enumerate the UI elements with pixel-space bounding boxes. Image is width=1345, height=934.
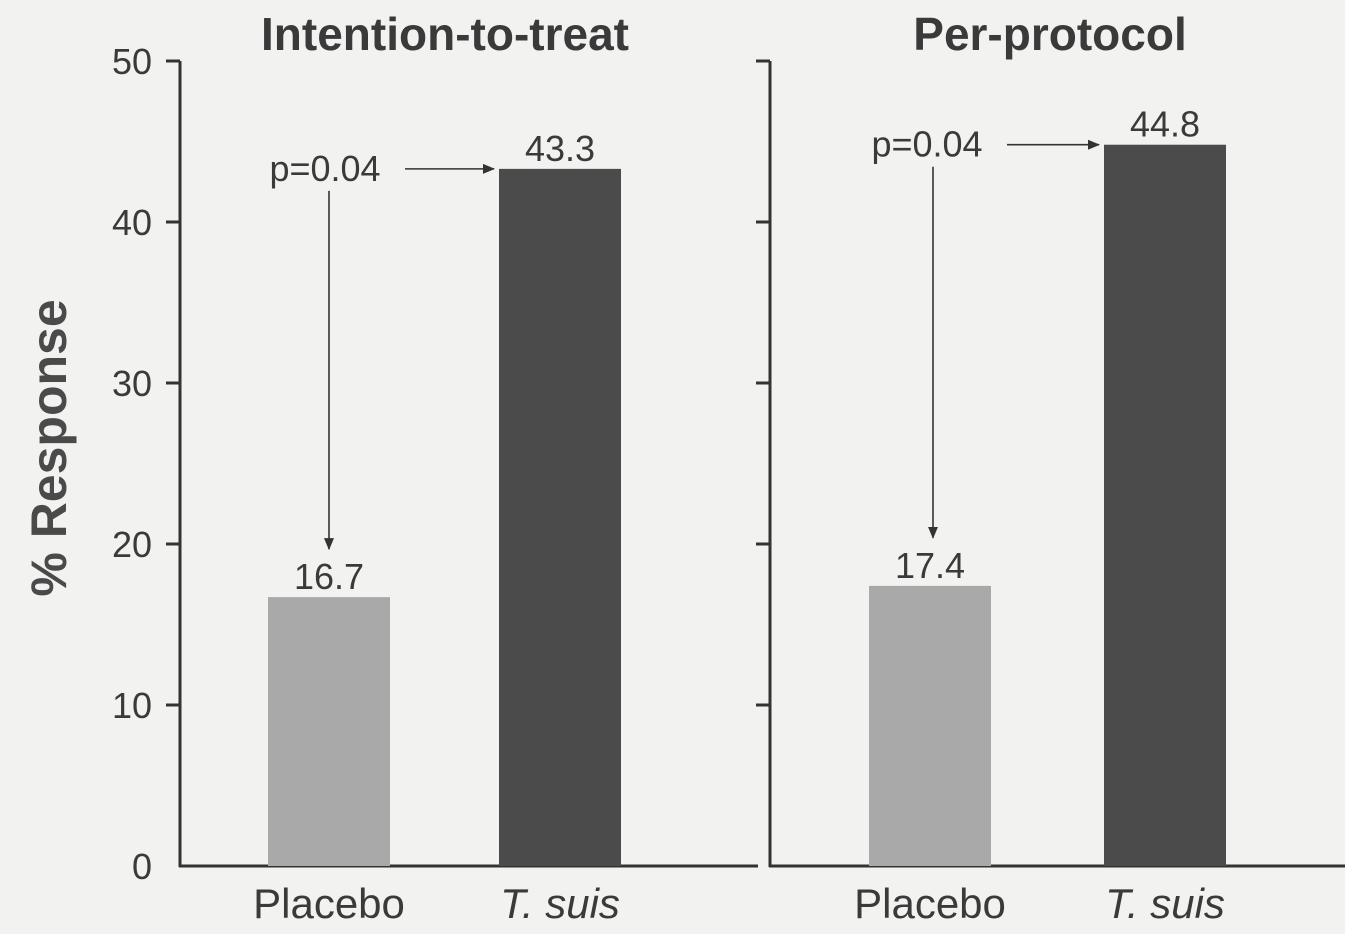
y-axis-label: % Response	[21, 299, 77, 596]
x-category-label: T. suis	[500, 880, 620, 927]
panel-title: Per-protocol	[913, 8, 1186, 60]
y-tick-label: 30	[112, 363, 152, 404]
p-value-annotation: p=0.04	[871, 124, 982, 165]
y-tick-label: 40	[112, 202, 152, 243]
x-category-label: Placebo	[253, 880, 405, 927]
x-category-label: Placebo	[854, 880, 1006, 927]
y-tick-label: 50	[112, 41, 152, 82]
bar-value-label: 44.8	[1130, 104, 1200, 145]
x-category-label: T. suis	[1105, 880, 1225, 927]
bar-value-label: 16.7	[294, 556, 364, 597]
y-tick-label: 0	[132, 846, 152, 887]
bar-placebo	[869, 585, 991, 866]
panel-title: Intention-to-treat	[261, 8, 629, 60]
y-tick-label: 10	[112, 685, 152, 726]
bar-t-suis	[499, 168, 621, 866]
bar-value-label: 17.4	[895, 545, 965, 586]
bar-placebo	[268, 597, 390, 866]
bar-value-label: 43.3	[525, 128, 595, 169]
bar-t-suis	[1104, 144, 1226, 867]
p-value-annotation: p=0.04	[269, 148, 380, 189]
y-tick-label: 20	[112, 524, 152, 565]
